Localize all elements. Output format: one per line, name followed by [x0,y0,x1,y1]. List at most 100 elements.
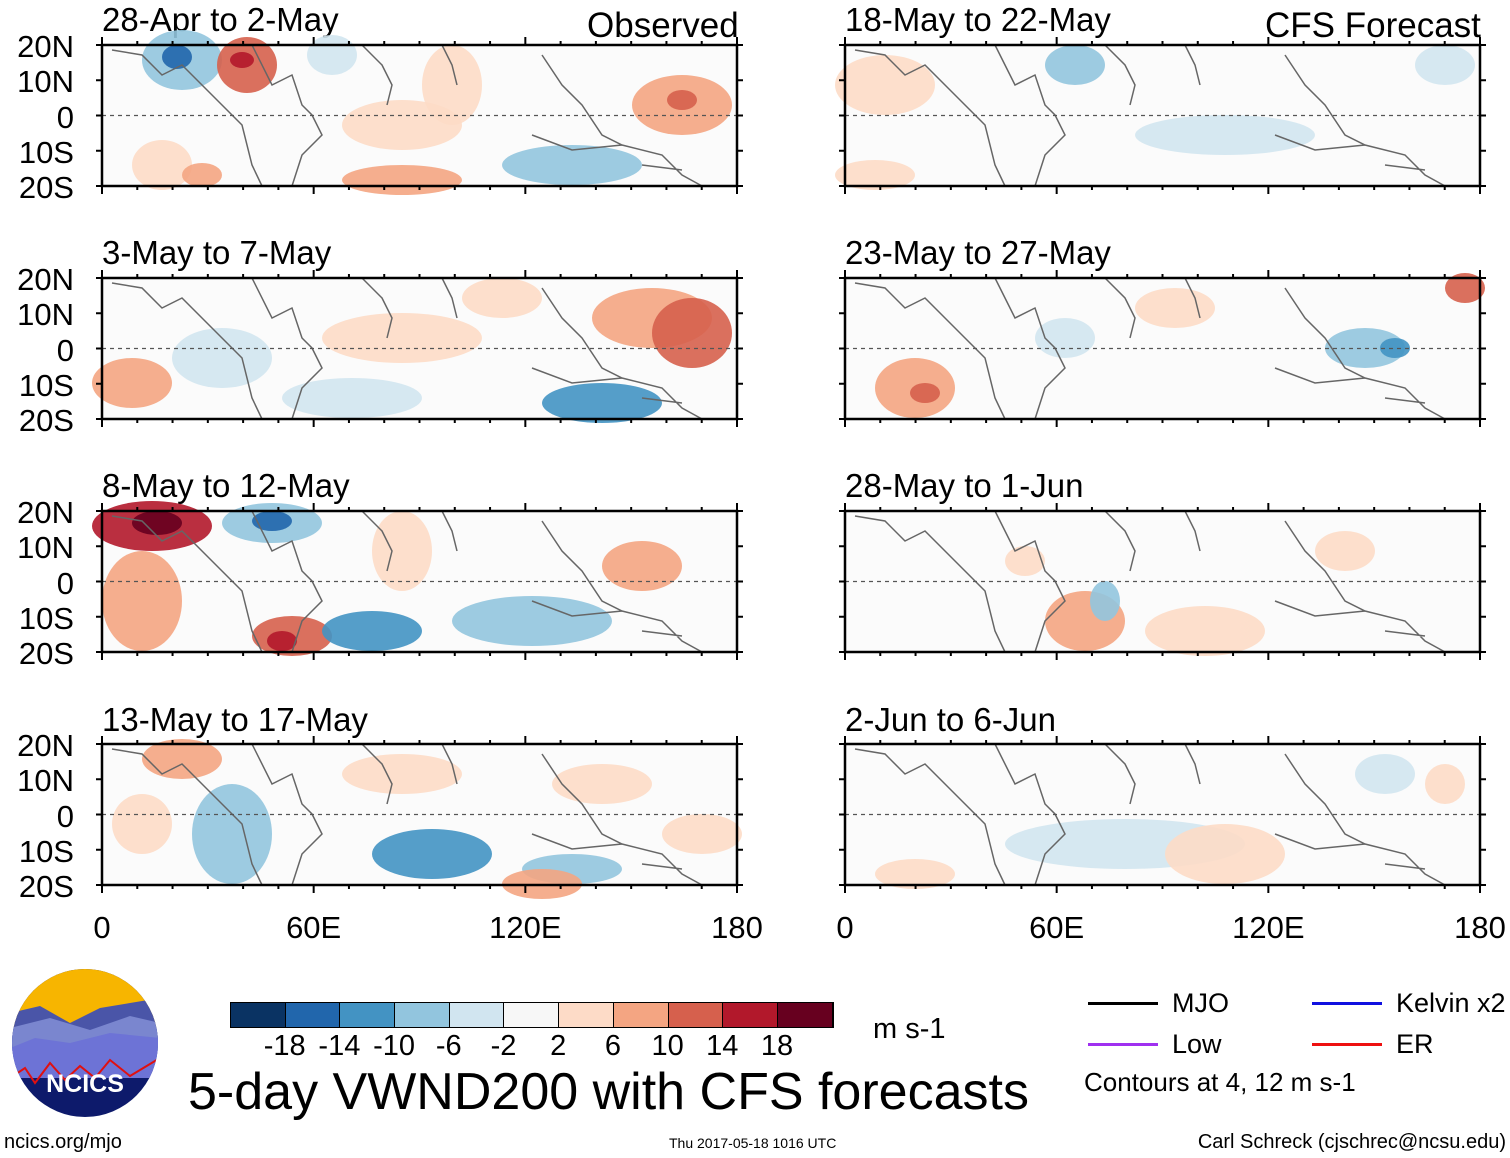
legend-item: ER [1312,1029,1434,1060]
wind-anomaly-region [1425,764,1465,804]
coastline [854,44,1446,187]
colorbar-swatch [613,1003,669,1027]
coastline [111,44,703,187]
coastline [854,510,1446,653]
legend-item: MJO [1088,988,1229,1019]
colorbar-label: -10 [373,1030,416,1062]
wind-anomaly-region [132,511,182,535]
wind-anomaly-region [230,52,254,68]
coastline [111,743,703,886]
y-tick-label: 0 [56,332,74,368]
wind-anomaly-region [112,794,172,854]
wind-anomaly-region [322,313,482,363]
colorbar-label: -18 [263,1030,306,1062]
y-tick-label: 20S [18,170,74,205]
y-tick-label: 20N [17,495,74,530]
colorbar-label: -2 [490,1030,517,1062]
wind-anomaly-region [1090,581,1120,621]
map-panel [839,503,1486,660]
wind-anomaly-region [102,551,182,651]
wind-anomaly-region [192,784,272,884]
x-tick-label: 180 [711,910,763,945]
colorbar-unit: m s-1 [873,1013,946,1045]
colorbar-swatch [285,1003,341,1027]
y-tick-label: 20N [17,262,74,297]
wind-anomaly-region [1380,338,1410,358]
wind-anomaly-region [875,859,955,889]
wind-anomaly-region [252,511,292,531]
wind-anomaly-region [835,160,915,190]
wind-anomaly-region [1355,754,1415,794]
wind-anomaly-region [462,278,542,318]
legend-line-icon [1088,1002,1158,1005]
wind-anomaly-region [452,596,612,646]
wind-anomaly-region [910,383,940,403]
colorbar-swatch [340,1003,396,1027]
panel-title: 3-May to 7-May [102,234,332,271]
y-tick-label: 10N [17,64,74,100]
coastline [111,277,703,420]
wind-anomaly-region [652,298,732,368]
site-link[interactable]: ncics.org/mjo [4,1131,122,1153]
wind-anomaly-region [282,378,422,418]
x-tick-label: 0 [836,910,854,945]
wind-anomaly-region [142,739,222,779]
y-tick-label: 10S [18,600,74,636]
wind-anomaly-region [602,541,682,591]
wind-anomaly-region [1315,531,1375,571]
colorbar-label: -14 [318,1030,361,1062]
colorbar-label: 2 [550,1030,567,1062]
wind-anomaly-region [1005,546,1045,576]
y-tick-label: 10S [18,833,74,869]
panel-title: 2-Jun to 6-Jun [845,701,1056,738]
wind-anomaly-region [267,631,297,651]
y-tick-label: 20S [18,636,74,671]
wind-anomaly-region [342,165,462,195]
legend-line-icon [1312,1043,1382,1046]
x-tick-label: 60E [286,910,342,945]
wind-anomaly-region [1035,318,1095,358]
legend-label: Kelvin x2 [1396,988,1506,1018]
wind-anomaly-region [662,814,742,854]
map-panel [835,37,1486,194]
contour-note: Contours at 4, 12 m s-1 [1084,1067,1356,1097]
colorbar [230,1002,834,1028]
y-tick-label: 20N [17,29,74,64]
y-tick-label: 20S [18,403,74,438]
x-tick-label: 180 [1454,910,1506,945]
wind-anomaly-region [162,45,192,69]
y-tick-label: 0 [56,99,74,135]
colorbar-swatch [395,1003,450,1027]
map-panel [839,736,1486,893]
wind-anomaly-region [372,829,492,879]
wind-anomaly-region [552,764,652,804]
colorbar-label: 6 [604,1030,621,1062]
colorbar-swatch [723,1003,778,1027]
wind-anomaly-region [502,145,642,185]
legend-label: MJO [1172,988,1229,1018]
colorbar-swatch [559,1003,614,1027]
y-tick-label: 20S [18,869,74,904]
colorbar-label: 18 [760,1030,794,1062]
panel-title: 28-Apr to 2-May [102,1,339,38]
y-tick-label: 10N [17,530,74,566]
legend-line-icon [1312,1002,1382,1005]
wind-anomaly-region [1415,45,1475,85]
wind-anomaly-region [172,328,272,388]
wind-anomaly-region [372,511,432,591]
legend-label: ER [1396,1029,1434,1059]
legend-item: Low [1088,1029,1222,1060]
y-tick-label: 10N [17,297,74,333]
legend-line-icon [1088,1043,1158,1046]
panel-title: 23-May to 27-May [845,234,1111,271]
legend-item: Kelvin x2 [1312,988,1506,1019]
colorbar-swatch [449,1003,505,1027]
map-panel [96,30,743,195]
y-tick-label: 20N [17,728,74,763]
colorbar-swatch [231,1003,286,1027]
map-panel [92,270,743,427]
colorbar-label: 14 [706,1030,739,1062]
legend-label: Low [1172,1029,1222,1059]
colorbar-swatch [668,1003,724,1027]
map-panel [92,501,743,660]
